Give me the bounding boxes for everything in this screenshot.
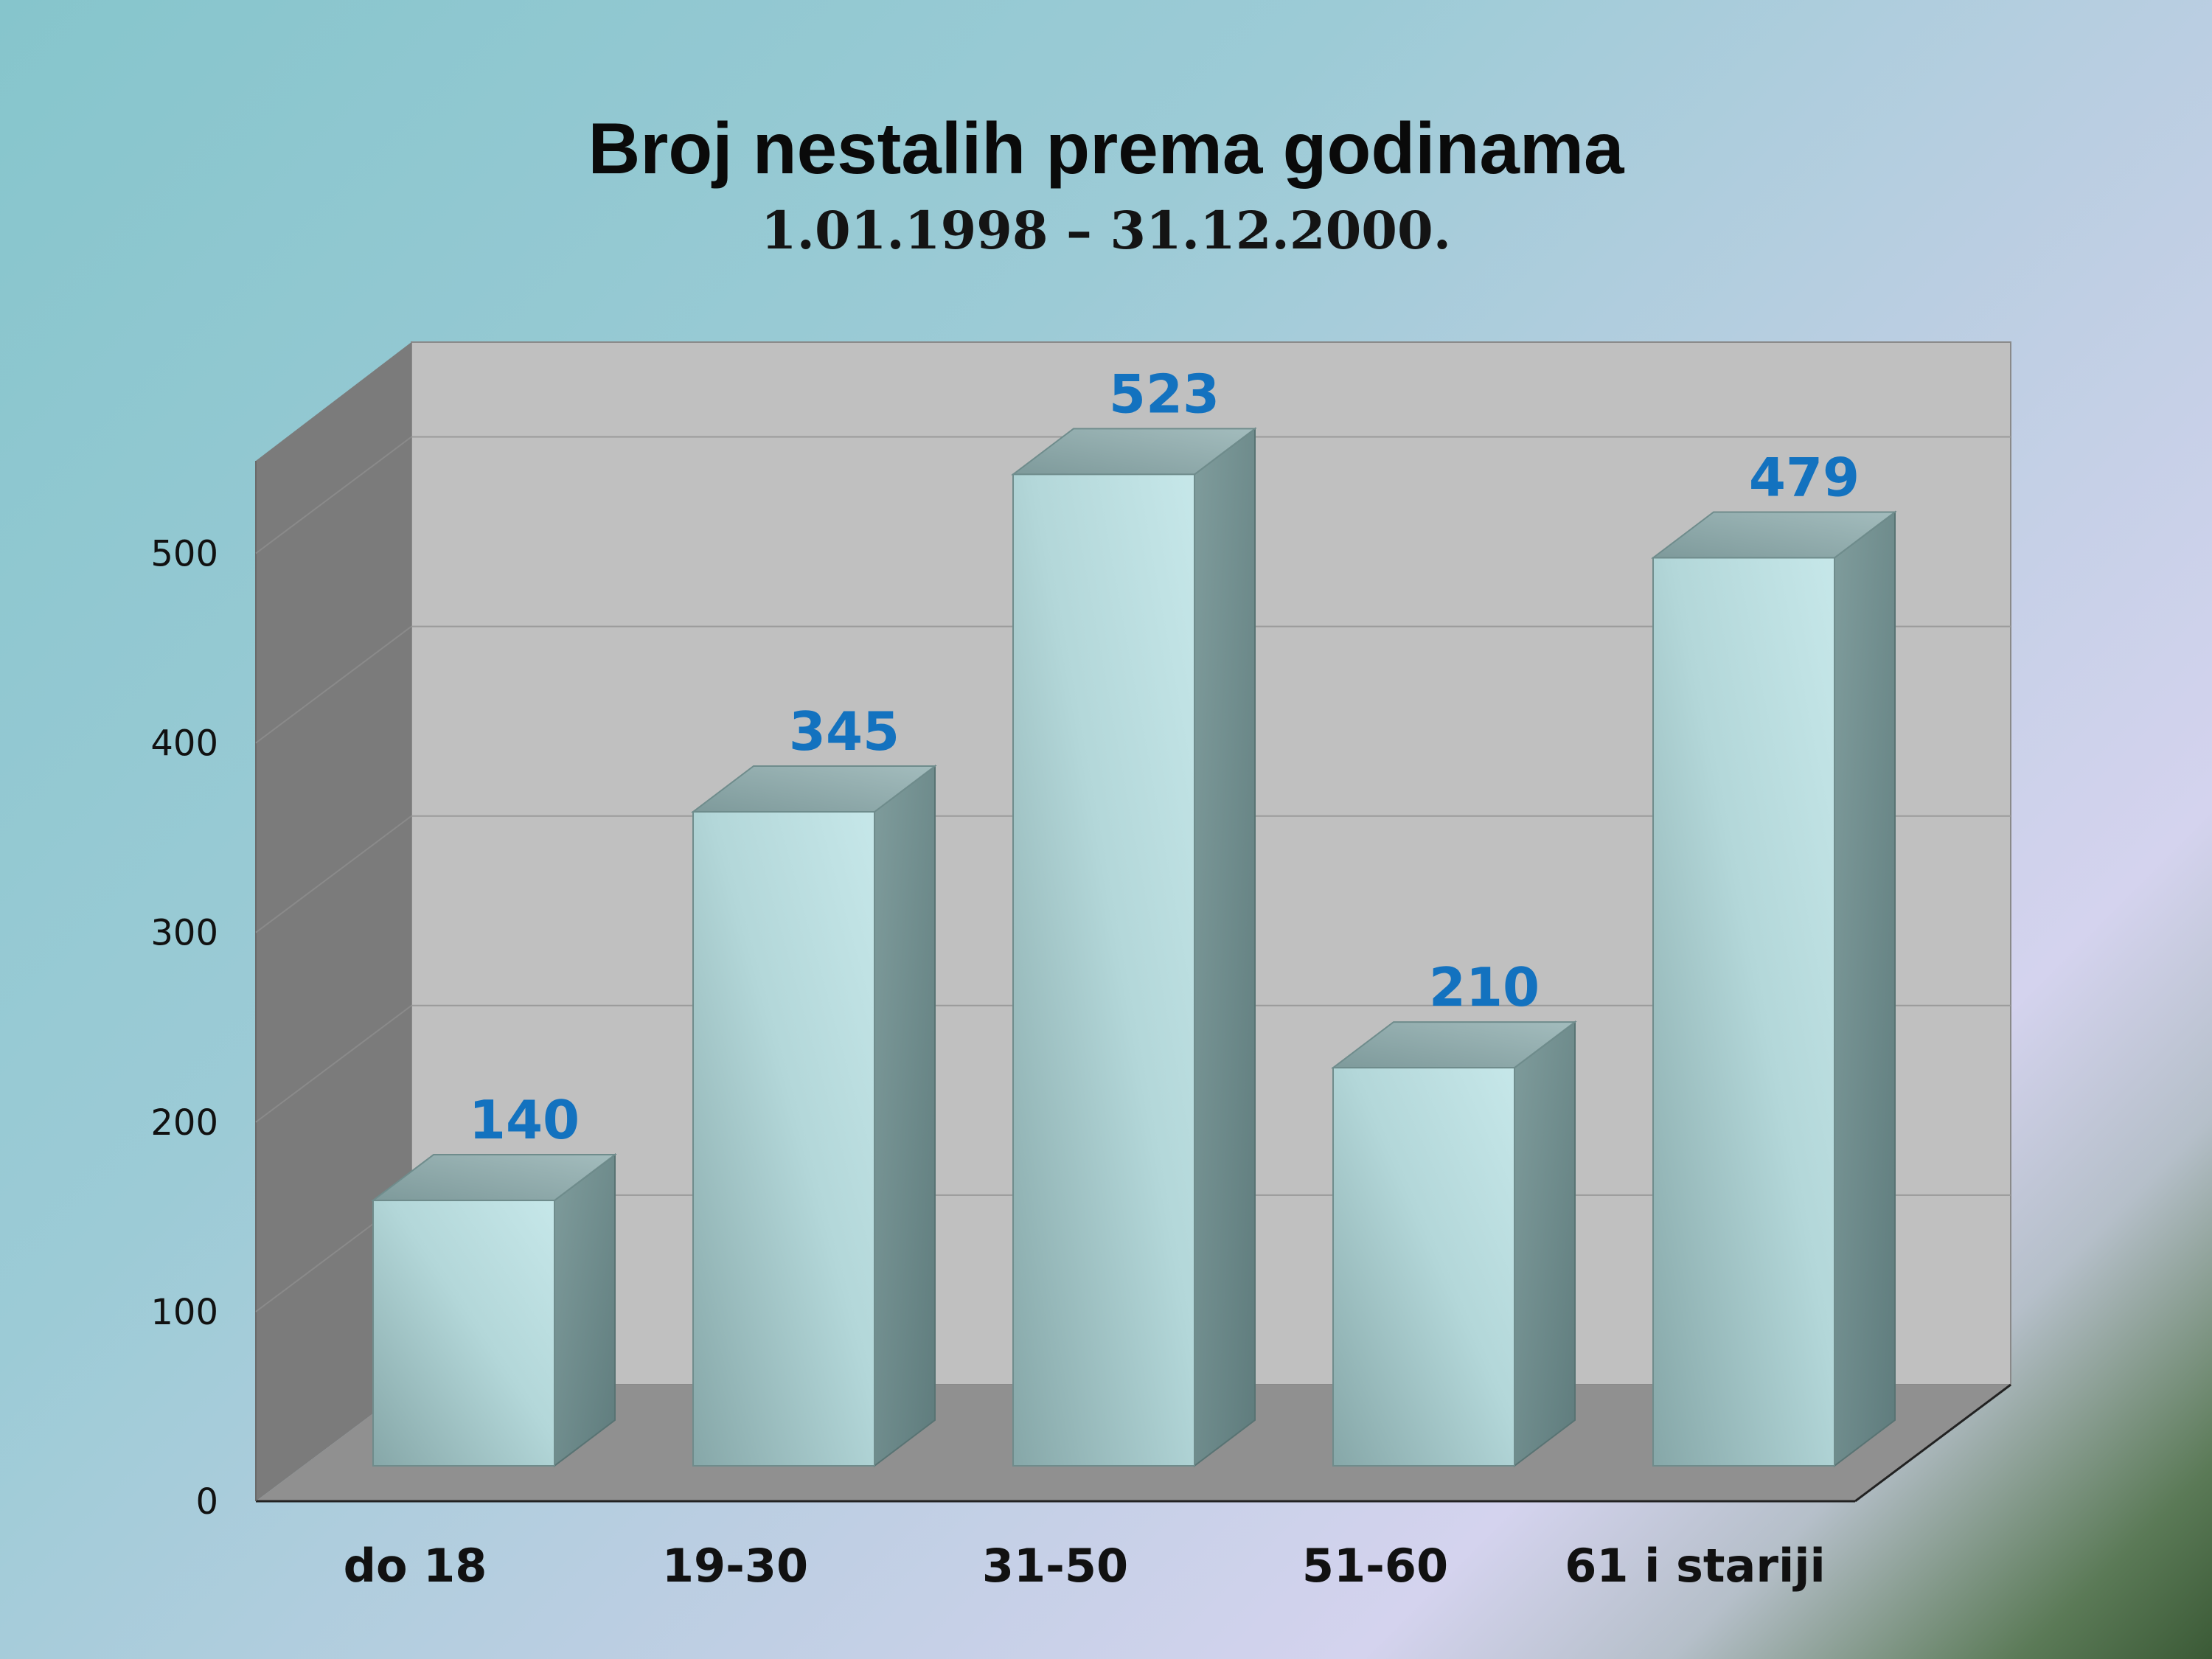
bar-front	[372, 1200, 555, 1467]
data-label: 210	[1429, 956, 1540, 1018]
y-tick-label: 500	[150, 534, 218, 575]
y-tick-label: 400	[150, 723, 218, 765]
x-tick-label: 31-50	[982, 1539, 1128, 1593]
bars: 140 345 523 210 479	[371, 363, 1897, 1468]
side-gridline	[255, 625, 412, 744]
side-gridline	[255, 815, 412, 933]
bar-side	[874, 764, 936, 1468]
bar: 140	[371, 1089, 617, 1468]
data-label: 345	[789, 700, 900, 762]
y-tick-label: 300	[150, 913, 218, 954]
bar: 523	[1011, 363, 1257, 1468]
y-tick-label: 200	[150, 1102, 218, 1144]
bar: 345	[691, 700, 937, 1468]
x-tick-label: do 18	[344, 1539, 487, 1593]
x-tick-label: 51-60	[1302, 1539, 1448, 1593]
bar-front	[1652, 557, 1835, 1467]
y-tick-label: 100	[150, 1292, 218, 1333]
chart-title: Broj nestalih prema godinama	[588, 108, 1625, 189]
y-tick-label: 0	[195, 1481, 218, 1523]
bar-front	[1332, 1067, 1515, 1467]
data-label: 140	[469, 1089, 580, 1151]
bar-front	[692, 811, 875, 1467]
bar: 210	[1331, 956, 1577, 1468]
x-axis-ticks: do 18 19-30 31-50 51-60 61 i stariji	[344, 1539, 1826, 1593]
y-axis-ticks: 0 100 200 300 400 500	[150, 534, 218, 1523]
side-gridline	[255, 436, 412, 554]
chart-subtitle: 1.01.1998 – 31.12.2000.	[761, 200, 1451, 261]
bar: 479	[1651, 446, 1897, 1468]
x-tick-label: 61 i stariji	[1565, 1539, 1825, 1593]
bar-side	[1194, 427, 1256, 1468]
bar-front	[1012, 473, 1195, 1467]
bar-side	[554, 1153, 616, 1468]
side-gridline	[255, 1004, 412, 1123]
bar-side	[1514, 1020, 1576, 1468]
data-label: 523	[1109, 363, 1220, 425]
floor-right-edge	[1854, 1383, 2011, 1503]
x-tick-label: 19-30	[662, 1539, 808, 1593]
data-label: 479	[1749, 446, 1860, 508]
bar-side	[1834, 510, 1896, 1468]
